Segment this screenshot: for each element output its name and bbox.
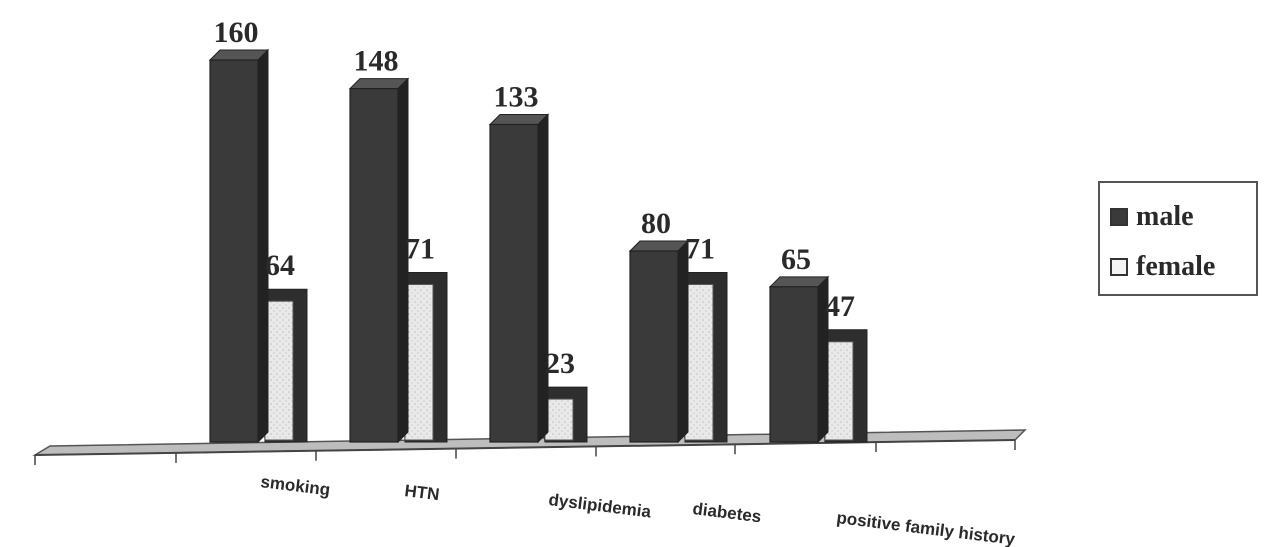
bar-male-2 xyxy=(489,123,539,443)
value-label-male-1: 148 xyxy=(354,45,399,78)
legend-item-female: female xyxy=(1110,251,1215,283)
bar-female-4 xyxy=(824,341,854,441)
bar-male-3 xyxy=(629,250,679,443)
category-label-2: dyslipidemia xyxy=(548,490,653,521)
bar-male-0 xyxy=(209,59,259,443)
bar-female-3 xyxy=(684,283,714,441)
category-label-1: HTN xyxy=(404,481,441,504)
category-label-0: smoking xyxy=(260,472,332,499)
bars xyxy=(208,48,868,444)
value-label-male-3: 80 xyxy=(641,207,671,240)
value-labels: 160 64 148 71 133 23 80 71 65 47 xyxy=(214,16,856,380)
legend-label-female: female xyxy=(1136,251,1216,282)
value-label-male-2: 133 xyxy=(494,80,539,113)
value-label-female-1: 71 xyxy=(405,232,435,265)
bar-male-4 xyxy=(769,286,819,443)
bar-male-2-side xyxy=(537,113,549,444)
category-label-3: diabetes xyxy=(692,499,763,526)
bar-male-0-side xyxy=(257,48,269,444)
bar-female-0 xyxy=(264,300,294,441)
value-label-male-0: 160 xyxy=(214,16,259,49)
bar-female-1 xyxy=(404,283,434,441)
category-label-4: positive family history xyxy=(836,508,1017,547)
value-label-female-3: 71 xyxy=(685,232,715,265)
value-label-female-0: 64 xyxy=(265,249,295,282)
legend-swatch-female xyxy=(1110,258,1128,276)
legend: male female xyxy=(1098,181,1258,296)
bar-female-2 xyxy=(544,398,574,441)
value-label-male-4: 65 xyxy=(781,243,811,276)
legend-label-male: male xyxy=(1136,201,1194,232)
value-label-female-4: 47 xyxy=(825,290,855,323)
value-label-female-2: 23 xyxy=(545,347,575,380)
legend-item-male: male xyxy=(1110,201,1194,233)
bar-male-1 xyxy=(349,88,399,443)
bar-male-3-side xyxy=(677,239,689,444)
legend-swatch-male xyxy=(1110,208,1128,226)
category-labels: smoking HTN dyslipidemia diabetes positive f… xyxy=(260,472,1017,547)
